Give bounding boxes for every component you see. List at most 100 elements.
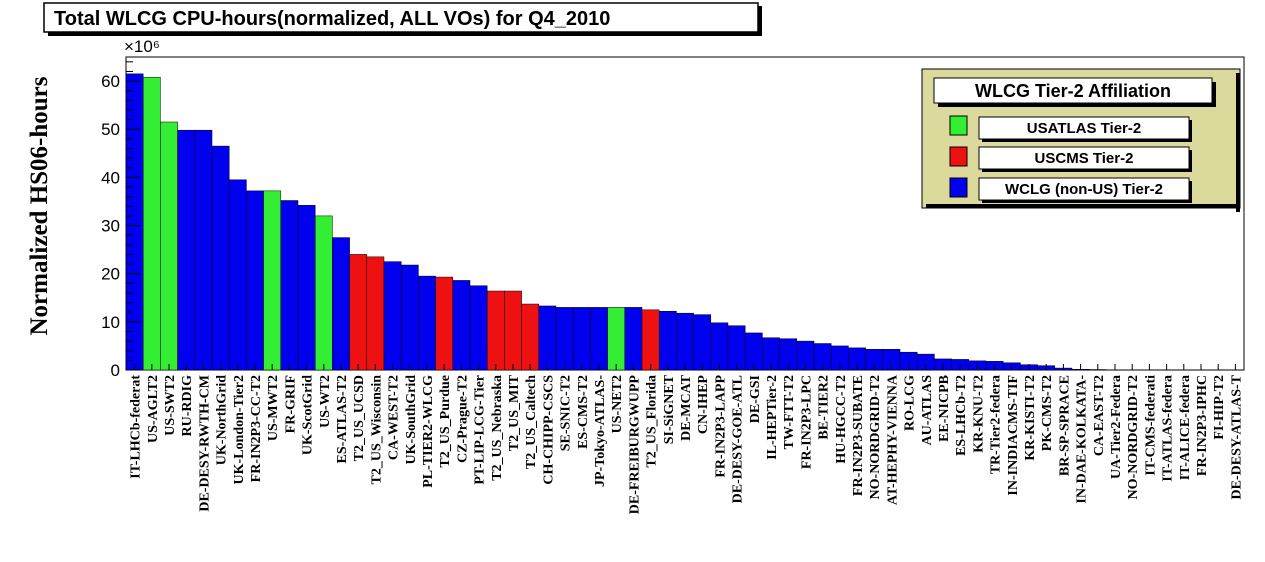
y-axis: 0 10 20 30 40 50 60 (101, 61, 140, 380)
bar-DE-FREIBURGWUPP (624, 307, 643, 371)
x-tick-label: UK-ScotGrid (301, 375, 316, 455)
bar-JP-Tokyo-ATLAS- (590, 307, 608, 371)
x-tick-label: TW-FTT-T2 (782, 375, 797, 449)
bar-DE-MCAT (676, 312, 694, 371)
x-tick-label: RU-RDIG (180, 375, 195, 437)
x-tick-label: CA-EAST-T2 (1092, 375, 1107, 456)
x-tick-label: AU-ATLAS (920, 375, 935, 446)
bars-group (125, 73, 1245, 371)
bar-US-SWT2 (160, 121, 178, 371)
legend-label-wlcg: WCLG (non-US) Tier-2 (1005, 181, 1163, 198)
y-tick-label: 20 (101, 265, 120, 284)
bar-PL-TIER2-WLCG (418, 275, 436, 371)
y-tick-label: 0 (111, 361, 120, 380)
bar-FR-GRIF (280, 200, 299, 371)
x-tick-label: FI-HIP-T2 (1212, 375, 1227, 440)
x-tick-label: T2_US_Wisconsin (369, 375, 384, 485)
x-tick-label: CH-CHIPP-CSCS (541, 375, 556, 485)
x-tick-label: IT-ATLAS-federa (1161, 375, 1176, 482)
bar-T2_US_MIT (504, 290, 522, 371)
x-tick-label: DE-DESY-ATLAS-T (1229, 374, 1244, 499)
x-tick-label: UK-SouthGrid (404, 375, 419, 465)
x-tick-label: T2_US_Purdue (438, 375, 453, 468)
x-tick-label: T2_US_Florida (645, 375, 660, 468)
x-tick-label: IN-INDIACMS-TIF (1006, 375, 1021, 496)
bar-RU-RDIG (177, 129, 196, 371)
x-tick-label: BE-TIER2 (817, 375, 832, 440)
x-tick-label: US-SWT2 (163, 375, 178, 436)
x-tick-label: DE-DESY-RWTH-CM (197, 375, 212, 512)
x-tick-label: IN-DAE-KOLKATA- (1075, 375, 1090, 504)
x-tick-label: FR-IN2P3-LPC (799, 375, 814, 469)
bar-FR-IN2P3-CC-T2 (246, 190, 264, 371)
x-tick-label: IT-CMS-federati (1143, 375, 1158, 476)
x-tick-label: HU-HGCC-T2 (834, 375, 849, 464)
legend: WLCG Tier-2 Affiliation USATLAS Tier-2 U… (921, 68, 1241, 212)
x-tick-label: FR-IN2P3-SUBATE (851, 375, 866, 496)
bar-UK-ScotGrid (297, 205, 316, 371)
y-tick-label: 50 (101, 120, 120, 139)
x-tick-label: CN-IHEP (696, 375, 711, 435)
bar-ES-ATLAS-T2 (332, 237, 350, 371)
bar-PT-LIP-LCG-Tier (469, 285, 488, 371)
bar-CN-IHEP (693, 314, 712, 371)
x-tick-label: SE-SNIC-T2 (559, 375, 574, 451)
bar-CA-WEST-T2 (383, 261, 402, 371)
x-tick-label: KR-KNU-T2 (971, 375, 986, 453)
x-tick-label: SI-SiGNET (662, 374, 677, 444)
bar-UK-London-Tier2 (228, 179, 247, 371)
y-tick-label: 30 (101, 217, 120, 236)
x-tick-label: IL-HEPTier-2 (765, 375, 780, 460)
bar-UK-SouthGrid (400, 264, 419, 371)
y-axis-multiplier: ×10⁶ (124, 37, 160, 56)
x-tick-label: T2_US_MIT (507, 374, 522, 451)
bar-SI-SiGNET (658, 311, 677, 371)
x-tick-label: BR-SP-SPRACE (1057, 375, 1072, 476)
x-tick-label: KR-KISTI-T2 (1023, 375, 1038, 461)
x-tick-label: FR-IN2P3-CC-T2 (249, 375, 264, 482)
x-tick-label: US-NET2 (610, 375, 625, 433)
y-axis-label: Normalized HS06-hours (26, 76, 53, 335)
title-box: Total WLCG CPU-hours(normalized, ALL VOs… (43, 2, 762, 36)
x-tick-label: DE-GSI (748, 375, 763, 423)
x-tick-label: IT-ALICE-federa (1178, 375, 1193, 480)
x-tick-label: JP-Tokyo-ATLAS- (593, 375, 608, 487)
bar-US-WT2 (314, 215, 333, 371)
x-tick-label: DE-FREIBURGWUPP (627, 375, 642, 515)
bar-US-AGLT2 (142, 76, 161, 371)
x-tick-label: TR-Tier2-federa (989, 375, 1004, 474)
legend-label-uscms: USCMS Tier-2 (1035, 150, 1134, 167)
x-tick-label: AT-HEPHY-VIENNA (885, 374, 900, 505)
legend-swatch-usatlas (949, 115, 968, 136)
x-tick-label: UK-NorthGrid (215, 375, 230, 465)
bar-T2_US_Wisconsin (366, 256, 385, 371)
x-tick-label: ES-LHCb-T2 (954, 375, 969, 456)
x-tick-label: NO-NORDGRID-T2 (868, 375, 883, 499)
bar-US-NET2 (607, 307, 626, 371)
bar-T2_US_UCSD (349, 254, 368, 371)
x-tick-label: T2_US_Nebraska (490, 375, 505, 481)
legend-title: WLCG Tier-2 Affiliation (975, 81, 1171, 101)
bar-IT-LHCb-federat (125, 73, 144, 371)
x-tick-label: PL-TIER2-WLCG (421, 375, 436, 488)
x-tick-label: T2_US_UCSD (352, 375, 367, 461)
bar-CZ-Prague-T2 (452, 280, 471, 371)
x-tick-label: US-MWT2 (266, 375, 281, 441)
bar-T2_US_Florida (641, 309, 660, 371)
y-tick-label: 60 (101, 72, 120, 91)
x-tick-label: US-AGLT2 (146, 375, 161, 443)
y-tick-label: 10 (101, 313, 120, 332)
y-tick-label: 40 (101, 168, 120, 187)
x-tick-label: PT-LIP-LCG-Tier (473, 375, 488, 485)
x-tick-label: NO-NORDGRID-T2 (1126, 375, 1141, 499)
x-tick-label: CZ-Prague-T2 (455, 375, 470, 463)
bar-SE-SNIC-T2 (555, 307, 574, 371)
bar-DE-DESY-GOE-ATL (727, 325, 746, 371)
bar-FR-IN2P3-LAPP (710, 322, 729, 371)
x-tick-label: PK-CMS-T2 (1040, 375, 1055, 451)
bar-T2_US_Caltech (521, 303, 540, 371)
x-tick-label: UK-London-Tier2 (232, 375, 247, 484)
x-tick-label: ES-ATLAS-T2 (335, 375, 350, 463)
x-axis: IT-LHCb-federat US-AGLT2 US-SWT2 RU-RDIG DE-… (129, 364, 1244, 515)
